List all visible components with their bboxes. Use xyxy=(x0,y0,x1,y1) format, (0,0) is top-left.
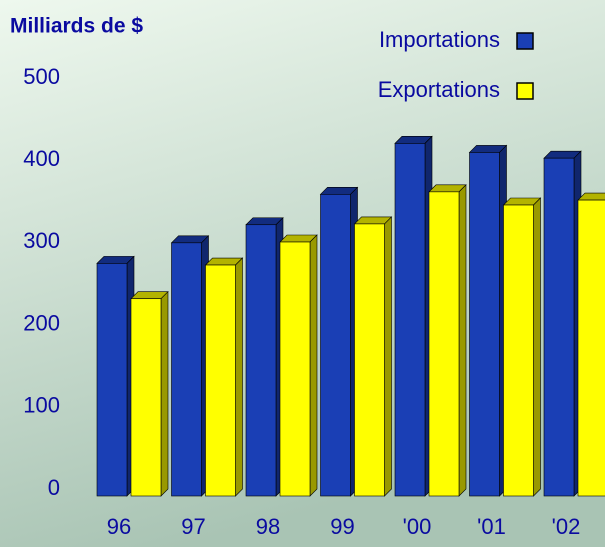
bar xyxy=(577,192,605,497)
bar xyxy=(543,150,582,497)
bar xyxy=(170,235,210,497)
y-tick-label: 400 xyxy=(23,146,60,171)
bar-front xyxy=(130,298,162,497)
bar-side xyxy=(533,197,541,497)
bar-front xyxy=(171,242,202,497)
bar-front xyxy=(279,241,311,497)
bar-side xyxy=(458,184,467,497)
bar-front xyxy=(320,194,351,497)
x-tick-label: 96 xyxy=(107,514,131,539)
bar xyxy=(130,290,169,497)
bar-front xyxy=(205,264,236,497)
bar-side xyxy=(235,257,243,497)
bar xyxy=(468,144,508,497)
bar xyxy=(319,186,359,497)
bar-front xyxy=(428,191,460,497)
y-tick-label: 0 xyxy=(48,475,60,500)
x-tick-label: '00 xyxy=(403,514,432,539)
chart-title: Milliards de $ xyxy=(10,15,143,38)
bar-side xyxy=(384,216,392,497)
x-tick-label: '01 xyxy=(477,514,506,539)
y-tick-label: 200 xyxy=(23,310,60,335)
y-tick-label: 100 xyxy=(23,393,60,418)
bar-side xyxy=(309,234,318,497)
x-tick-label: 98 xyxy=(256,514,280,539)
bar-front xyxy=(543,157,575,497)
y-tick-label: 500 xyxy=(23,64,60,89)
bar-front xyxy=(577,199,605,497)
bar xyxy=(245,217,284,497)
bar-front xyxy=(245,224,277,497)
bar-front xyxy=(469,152,500,497)
bar-front xyxy=(354,223,385,497)
legend-swatch xyxy=(516,82,534,100)
bar xyxy=(428,184,467,497)
bar xyxy=(394,135,433,497)
bar-side xyxy=(160,290,169,497)
bar xyxy=(353,216,393,497)
bar-front xyxy=(96,263,128,497)
legend-label: Exportations xyxy=(378,77,500,102)
bar-front xyxy=(503,204,534,497)
bar xyxy=(279,234,318,497)
bar xyxy=(502,197,542,497)
legend-swatch xyxy=(516,32,534,50)
x-tick-label: 99 xyxy=(330,514,354,539)
x-tick-label: '02 xyxy=(552,514,581,539)
y-tick-label: 300 xyxy=(23,228,60,253)
legend-label: Importations xyxy=(379,27,500,52)
x-tick-label: 97 xyxy=(181,514,205,539)
bar-front xyxy=(394,143,426,497)
bar xyxy=(96,255,135,497)
bar xyxy=(204,257,244,497)
